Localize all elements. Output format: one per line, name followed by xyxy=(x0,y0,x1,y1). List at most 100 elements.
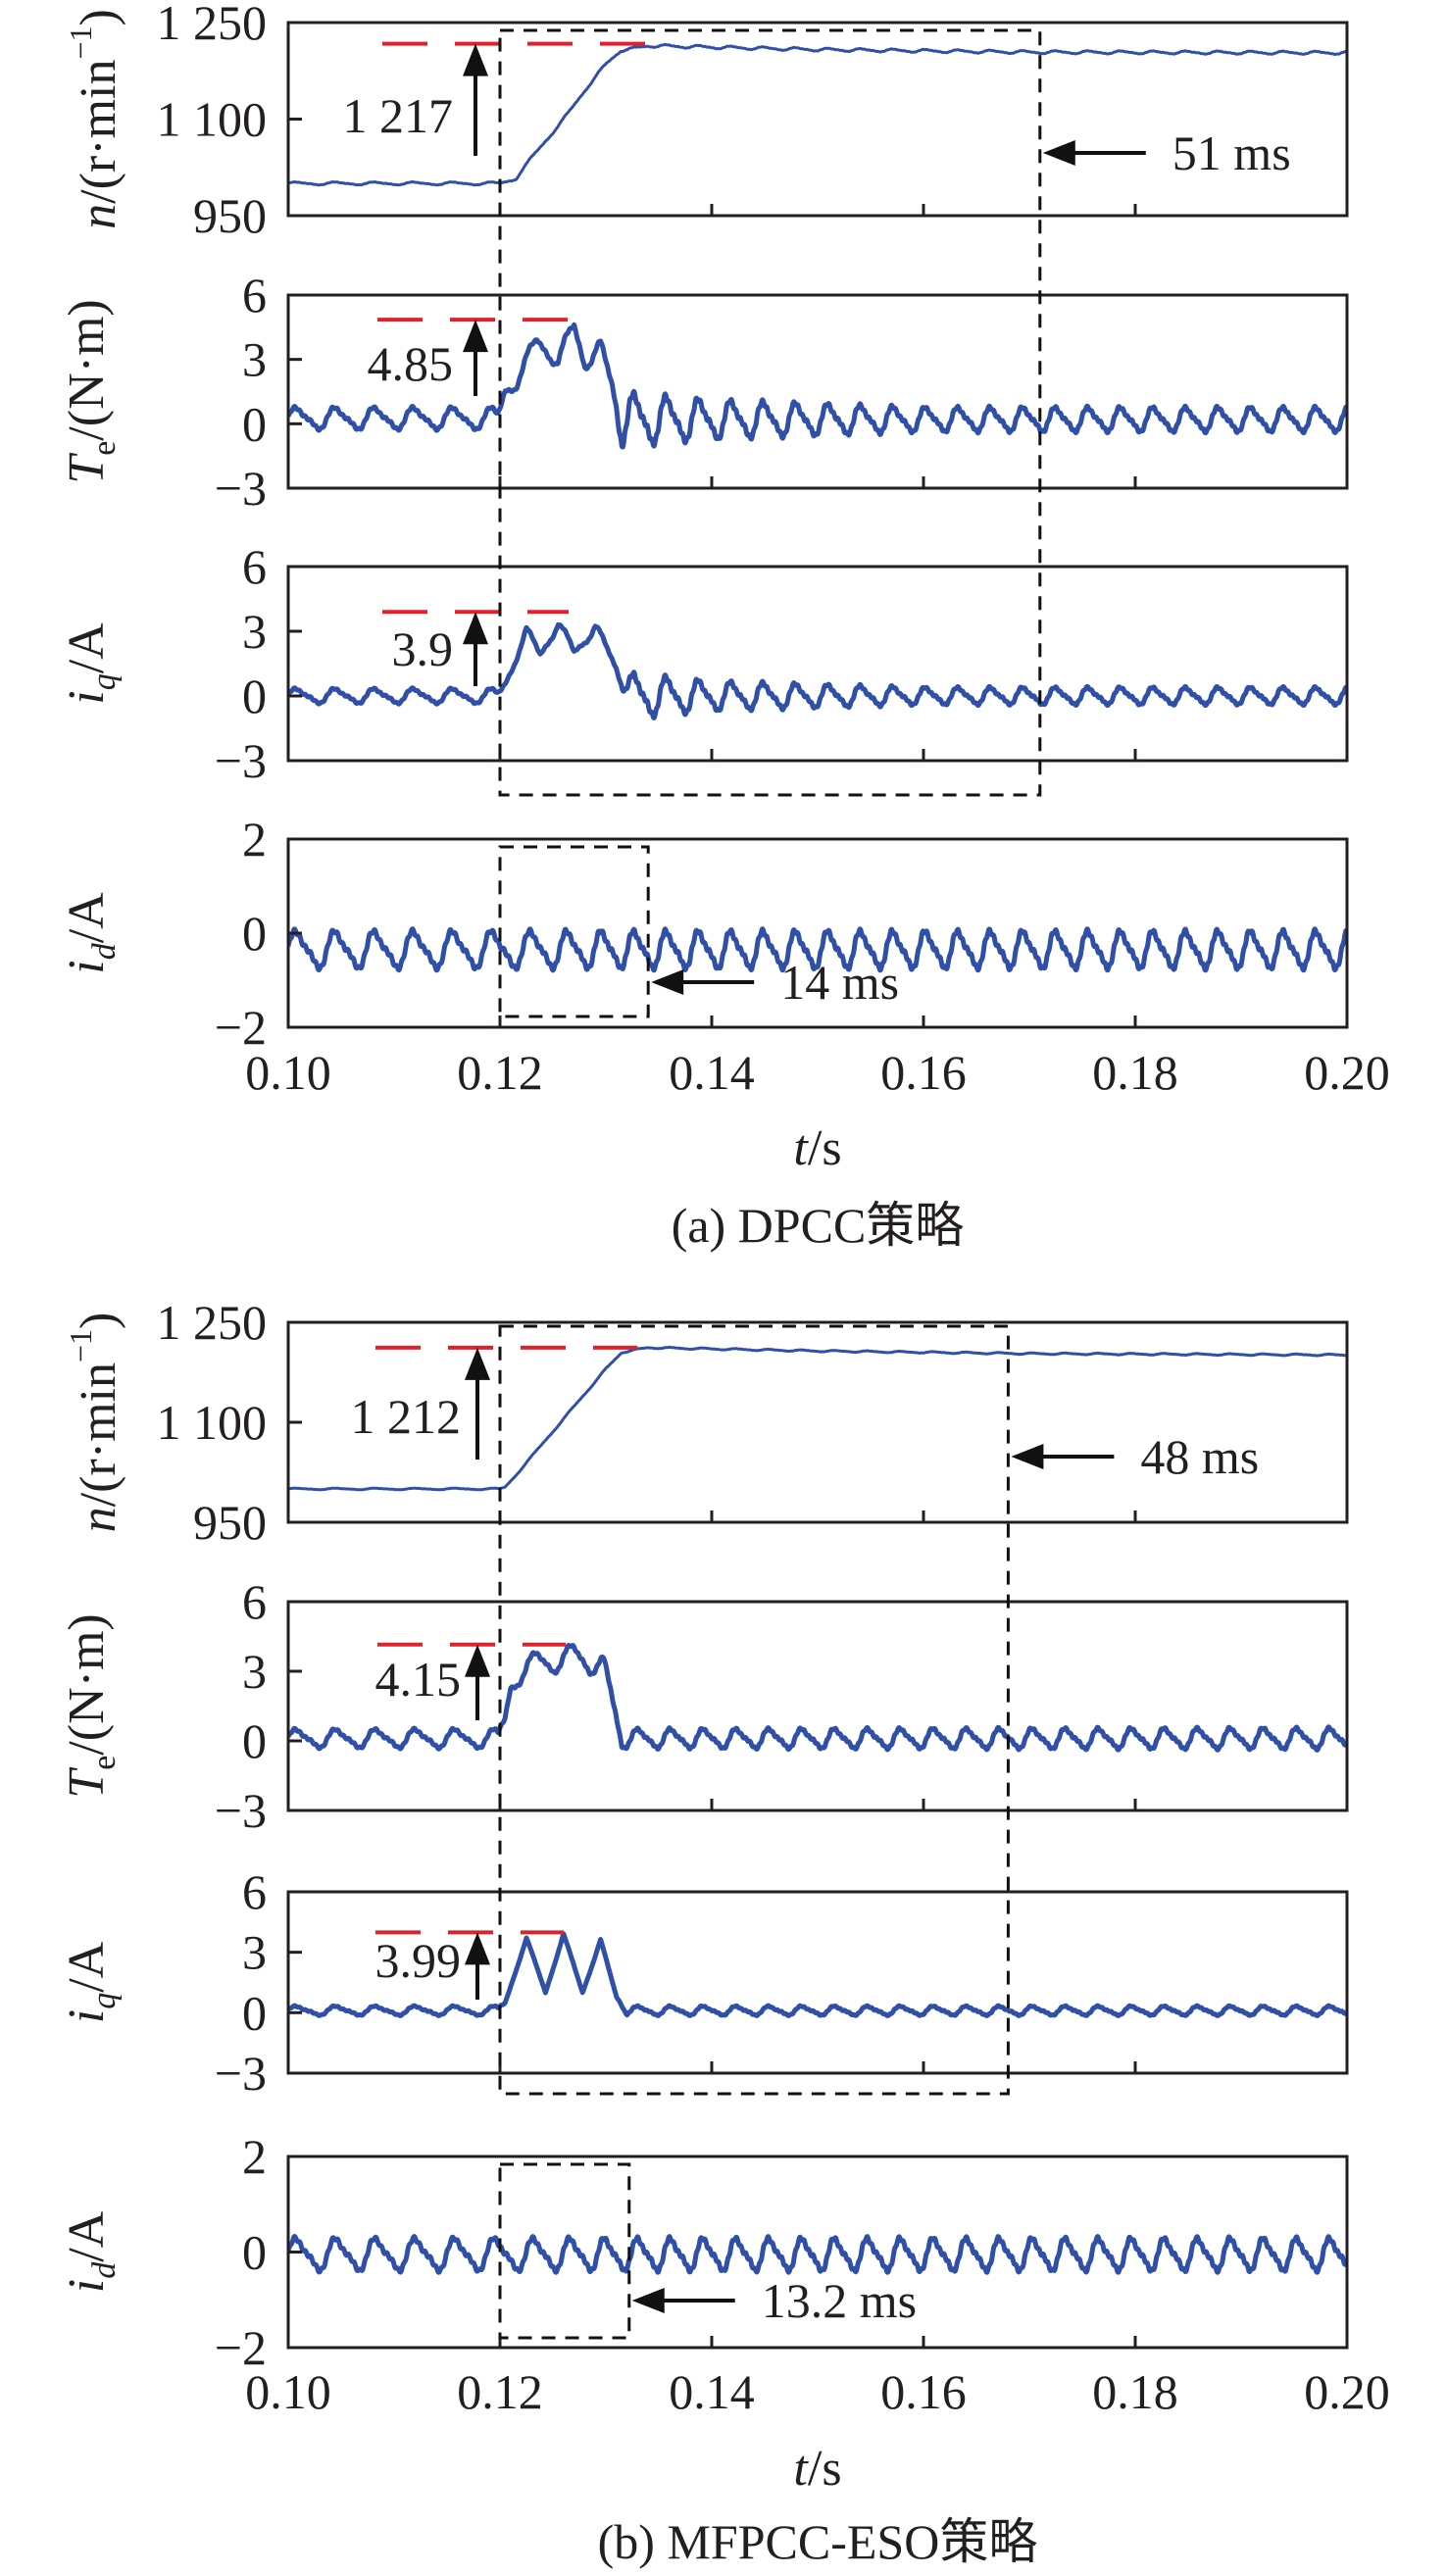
arrow-left-icon xyxy=(631,2288,665,2313)
peak-value-label: 1 217 xyxy=(343,88,454,143)
x-tick-label: 0.20 xyxy=(1304,2364,1390,2419)
interval-duration-label: 51 ms xyxy=(1173,125,1291,180)
panel-speed: 950 1 100 1 250 n/(r·min−1) 1 217 xyxy=(63,0,1349,243)
y-label-close: ) xyxy=(71,1313,126,1329)
y-label-subscript: e xyxy=(86,1756,123,1770)
settling-interval-box xyxy=(498,1324,1010,2096)
y-axis-label-id: id/A xyxy=(59,2210,124,2293)
y-tick-label: 1 100 xyxy=(157,1395,268,1450)
y-label-unit: /A xyxy=(59,622,115,673)
id-trace xyxy=(288,926,1347,973)
y-axis-label-torque: Te/(N·m) xyxy=(59,1613,124,1798)
y-label-variable: i xyxy=(59,2279,115,2293)
interval-duration-label: 48 ms xyxy=(1140,1429,1259,1484)
y-label-subscript: e xyxy=(86,441,123,456)
y-label-unit: /(r·min xyxy=(71,60,126,204)
y-label-variable: n xyxy=(71,204,126,229)
figure-caption: (a) DPCC策略 xyxy=(672,1198,965,1253)
peak-value-label: 4.15 xyxy=(375,1652,462,1707)
settling-interval-box xyxy=(498,28,1042,797)
y-tick-label: 1 100 xyxy=(157,92,268,147)
peak-value-label: 3.99 xyxy=(375,1933,462,1988)
y-tick-label: 2 xyxy=(242,812,267,867)
arrow-up-icon xyxy=(465,1347,490,1380)
y-axis-label-speed: n/(r·min−1) xyxy=(63,1313,126,1533)
arrow-left-icon xyxy=(651,969,684,995)
speed-trace xyxy=(288,42,1347,187)
y-label-variable: i xyxy=(59,960,115,973)
iq-trace xyxy=(288,1931,1347,2018)
x-tick-label: 0.10 xyxy=(245,2364,331,2419)
x-tick-label: 0.12 xyxy=(457,1045,543,1100)
y-axis-label-torque: Te/(N·m) xyxy=(59,299,124,483)
arrow-up-icon xyxy=(463,612,488,645)
y-label-unit: /(N·m) xyxy=(59,1613,115,1755)
y-label-subscript: d xyxy=(86,942,123,960)
y-label-unit: /A xyxy=(59,892,115,943)
y-tick-label: −3 xyxy=(215,733,267,788)
y-axis-label-iq: iq/A xyxy=(59,622,124,705)
y-label-close: ) xyxy=(71,9,126,25)
y-tick-label: 1 250 xyxy=(157,1295,268,1350)
arrow-up-icon xyxy=(463,320,488,353)
x-label-unit: /s xyxy=(808,2441,842,2497)
interval-duration-label: 13.2 ms xyxy=(762,2273,917,2328)
x-tick-label: 0.16 xyxy=(880,2364,967,2419)
figure-caption: (b) MFPCC-ESO策略 xyxy=(598,2514,1038,2569)
y-label-variable: i xyxy=(59,2009,115,2023)
peak-value-label: 3.9 xyxy=(392,621,454,676)
x-tick-label: 0.14 xyxy=(669,1045,755,1100)
y-tick-label: 3 xyxy=(242,604,267,659)
y-tick-label: 0 xyxy=(242,1985,267,2040)
arrow-up-icon xyxy=(465,1932,490,1965)
y-label-variable: n xyxy=(71,1507,126,1532)
y-tick-label: 6 xyxy=(242,268,267,322)
x-tick-label: 0.12 xyxy=(457,2364,543,2419)
x-label-unit: /s xyxy=(808,1120,842,1176)
y-tick-label: 0 xyxy=(242,1713,267,1768)
x-tick-label: 0.20 xyxy=(1304,1045,1390,1100)
y-label-unit: /(N·m) xyxy=(59,299,115,440)
interval-duration-label: 14 ms xyxy=(780,955,899,1010)
y-tick-label: 950 xyxy=(193,188,267,243)
peak-value-label: 4.85 xyxy=(368,336,454,391)
y-tick-label: 0 xyxy=(242,669,267,723)
y-tick-label: −2 xyxy=(215,1000,267,1055)
y-tick-label: 6 xyxy=(242,1864,267,1919)
x-axis-label: t/s xyxy=(793,2441,841,2497)
speed-trace xyxy=(288,1345,1347,1492)
y-axis-label-iq: iq/A xyxy=(59,1941,124,2023)
figure-a: 950 1 100 1 250 n/(r·min−1) 1 217 −3 0 3 6 Te/(N·… xyxy=(59,0,1390,1253)
panel-iq: −3 0 3 6 iq/A 3.9 xyxy=(59,539,1349,788)
y-tick-label: 3 xyxy=(242,1644,267,1699)
y-tick-label: 3 xyxy=(242,1925,267,1980)
y-tick-label: 0 xyxy=(242,906,267,961)
id-trace xyxy=(288,2234,1347,2275)
y-label-superscript: −1 xyxy=(63,25,98,59)
x-label-variable: t xyxy=(793,1120,809,1176)
plot-frame xyxy=(286,1600,1349,1812)
y-tick-label: 0 xyxy=(242,396,267,451)
plot-frame xyxy=(286,1890,1349,2075)
y-label-variable: T xyxy=(59,453,115,484)
arrow-left-icon xyxy=(1042,140,1075,166)
x-tick-label: 0.14 xyxy=(669,2364,755,2419)
iq-trace xyxy=(288,621,1347,720)
y-tick-label: −3 xyxy=(215,1783,267,1838)
x-label-variable: t xyxy=(793,2441,809,2497)
y-label-unit: /A xyxy=(59,2210,115,2261)
y-tick-label: 6 xyxy=(242,1574,267,1629)
y-tick-label: 3 xyxy=(242,332,267,387)
y-axis-label-id: id/A xyxy=(59,892,124,974)
panel-iq: −3 03 6 iq/A 3.99 xyxy=(59,1864,1349,2101)
settling-interval-box xyxy=(498,845,650,1018)
y-label-subscript: q xyxy=(86,1993,123,2009)
x-tick-label: 0.16 xyxy=(880,1045,967,1100)
arrow-up-icon xyxy=(463,43,488,76)
panel-speed: 950 1 100 1 250 n/(r·min−1) 1 212 xyxy=(63,1295,1349,1550)
y-label-variable: i xyxy=(59,690,115,704)
y-tick-label: 1 250 xyxy=(157,0,268,50)
x-tick-label: 0.18 xyxy=(1092,1045,1178,1100)
